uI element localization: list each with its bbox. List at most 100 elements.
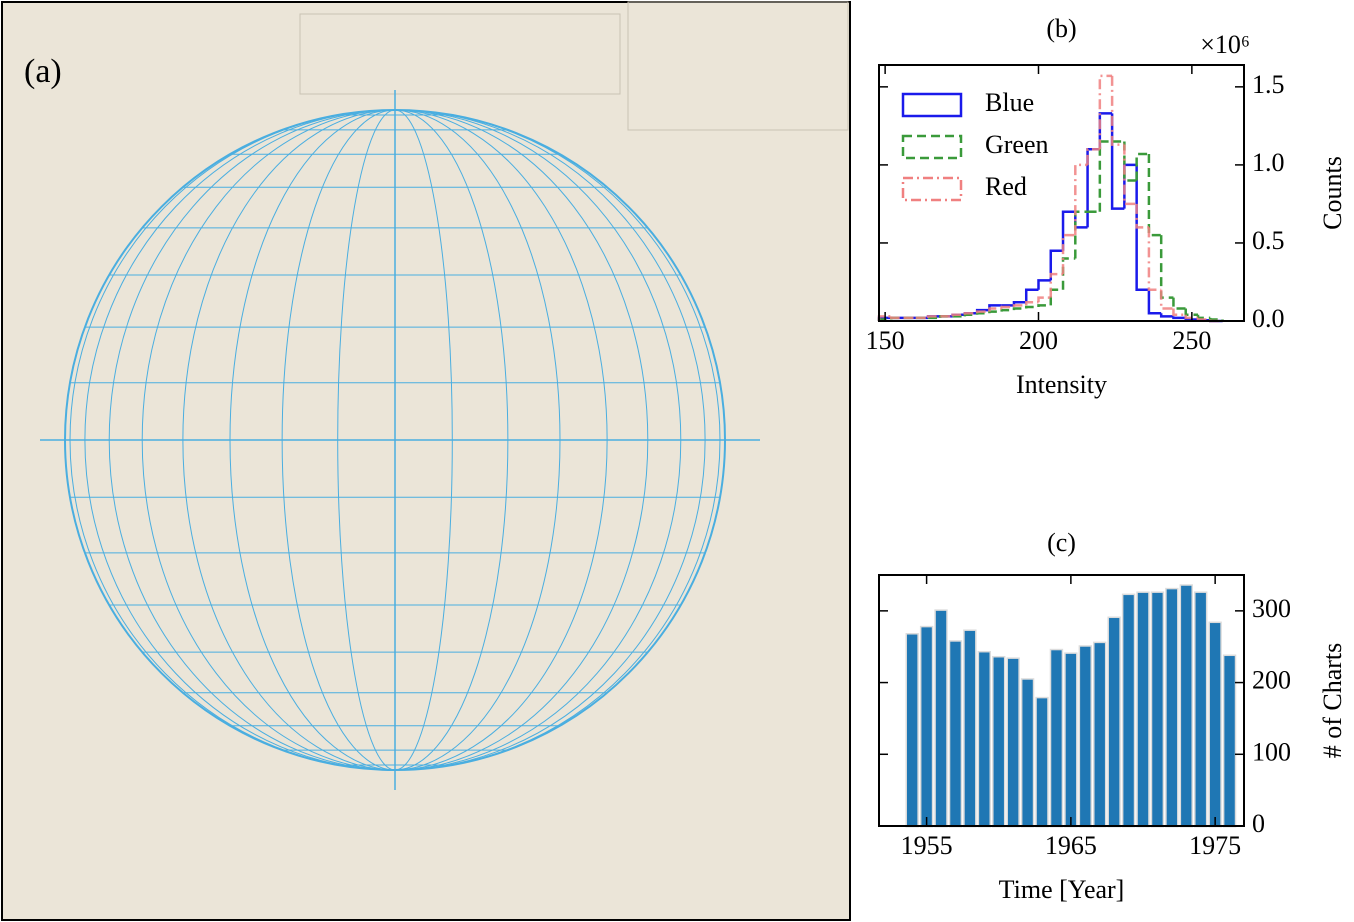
stamp-box xyxy=(627,1,849,131)
histogram-step xyxy=(1172,297,1186,310)
histogram-step xyxy=(1086,148,1100,165)
y-tick-label: 1.0 xyxy=(1252,148,1285,177)
histogram-step xyxy=(975,310,990,314)
histogram-step xyxy=(1049,272,1064,298)
histogram-step xyxy=(1184,314,1198,320)
legend-label: Red xyxy=(985,172,1027,201)
bar xyxy=(1179,584,1193,828)
x-axis-label: Time [Year] xyxy=(999,875,1125,904)
image-panel: (a) xyxy=(1,1,851,921)
histogram-step xyxy=(1196,314,1211,320)
y-tick-label: 0 xyxy=(1252,809,1265,838)
histogram-step xyxy=(1061,233,1076,275)
x-tick-label: 250 xyxy=(1172,326,1211,355)
bar xyxy=(934,609,948,828)
histogram-step xyxy=(1049,249,1064,281)
histogram-step xyxy=(1024,305,1039,309)
histogram-step xyxy=(1172,308,1186,317)
histogram-step xyxy=(1000,308,1014,312)
legend-swatch xyxy=(901,92,963,118)
histogram-step xyxy=(890,316,904,320)
bar xyxy=(1165,587,1179,828)
x-axis-label: Intensity xyxy=(1016,370,1107,399)
histogram-step xyxy=(1049,288,1064,306)
x-tick-label: 200 xyxy=(1019,326,1058,355)
y-tick-label: 300 xyxy=(1252,594,1291,623)
histogram-step xyxy=(1061,210,1076,251)
y-tick-label: 1.5 xyxy=(1252,70,1285,99)
y-tick-label: 0.0 xyxy=(1252,304,1285,333)
legend-label: Green xyxy=(985,130,1049,159)
bar xyxy=(1078,645,1092,828)
histogram-step xyxy=(1024,301,1039,306)
x-tick-label: 1975 xyxy=(1189,831,1241,860)
chart: Blue Green Red 150 200 250 0.0 0.5 1.0 1.5 (b) Inte… xyxy=(866,14,1347,399)
y-offset-label: ×10⁶ xyxy=(1200,30,1250,59)
stamp-box xyxy=(299,13,621,95)
histogram-step xyxy=(1110,113,1125,210)
histogram-step xyxy=(1037,304,1051,307)
legend-swatch xyxy=(901,176,963,202)
histogram-step xyxy=(1074,211,1088,229)
histogram-step xyxy=(1159,313,1174,318)
histogram-step xyxy=(1147,289,1162,315)
y-tick-label: 100 xyxy=(1252,737,1291,766)
solar-grid xyxy=(40,90,760,790)
bar xyxy=(1006,657,1020,828)
bar xyxy=(1222,654,1237,828)
histogram-step xyxy=(1159,289,1174,310)
histogram-step xyxy=(1135,152,1149,181)
histogram-step xyxy=(1209,317,1223,321)
histogram-step xyxy=(1098,112,1113,150)
histogram-step xyxy=(1159,235,1174,299)
bar xyxy=(992,655,1006,828)
histogram-step xyxy=(975,311,990,315)
histogram-step xyxy=(1135,203,1149,229)
histogram-step xyxy=(1123,141,1137,182)
histogram-step xyxy=(1147,153,1162,237)
y-tick-label: 200 xyxy=(1252,666,1291,695)
chart-title: (b) xyxy=(1046,14,1076,43)
histogram-step xyxy=(963,313,978,317)
panel-label: (a) xyxy=(24,53,62,90)
histogram-step xyxy=(963,311,978,315)
plot-frame xyxy=(878,574,1245,827)
bar xyxy=(977,650,992,828)
bar xyxy=(919,625,934,828)
plot-frame xyxy=(878,64,1245,322)
bar xyxy=(905,633,919,828)
chart-title: (c) xyxy=(1047,528,1076,557)
photo-background xyxy=(1,1,851,921)
bar xyxy=(1194,591,1208,828)
histogram-step xyxy=(951,313,965,317)
y-axis-label: # of Charts xyxy=(1318,643,1347,759)
histogram-step xyxy=(1012,307,1027,311)
histogram-step xyxy=(1123,144,1137,206)
histogram-step xyxy=(1037,296,1051,303)
histogram-step xyxy=(1012,304,1027,307)
x-tick-label: 1965 xyxy=(1045,831,1097,860)
bar xyxy=(1049,648,1064,828)
histogram-step xyxy=(988,310,1002,314)
bar xyxy=(1121,593,1136,828)
histogram-step xyxy=(1086,148,1100,228)
histogram-step xyxy=(1037,279,1051,290)
histogram-step xyxy=(1123,163,1137,209)
y-axis-label: Counts xyxy=(1318,156,1347,230)
histogram-step xyxy=(1147,227,1162,292)
bar xyxy=(1107,616,1121,828)
bar xyxy=(1020,678,1035,828)
legend-label: Blue xyxy=(985,88,1034,117)
histogram-step xyxy=(1098,140,1113,212)
histogram-step xyxy=(1061,257,1076,290)
x-tick-label: 150 xyxy=(866,326,905,355)
histogram-step xyxy=(1024,288,1039,303)
bar xyxy=(1150,591,1165,828)
bar xyxy=(1064,652,1078,828)
histogram-step xyxy=(1000,305,1014,309)
histogram-step xyxy=(1172,316,1186,320)
legend-swatch xyxy=(901,134,963,160)
bar xyxy=(1093,641,1107,828)
chart: 1955 1965 1975 0 100 200 300 (c) Time [Year] # of… xyxy=(878,528,1347,904)
